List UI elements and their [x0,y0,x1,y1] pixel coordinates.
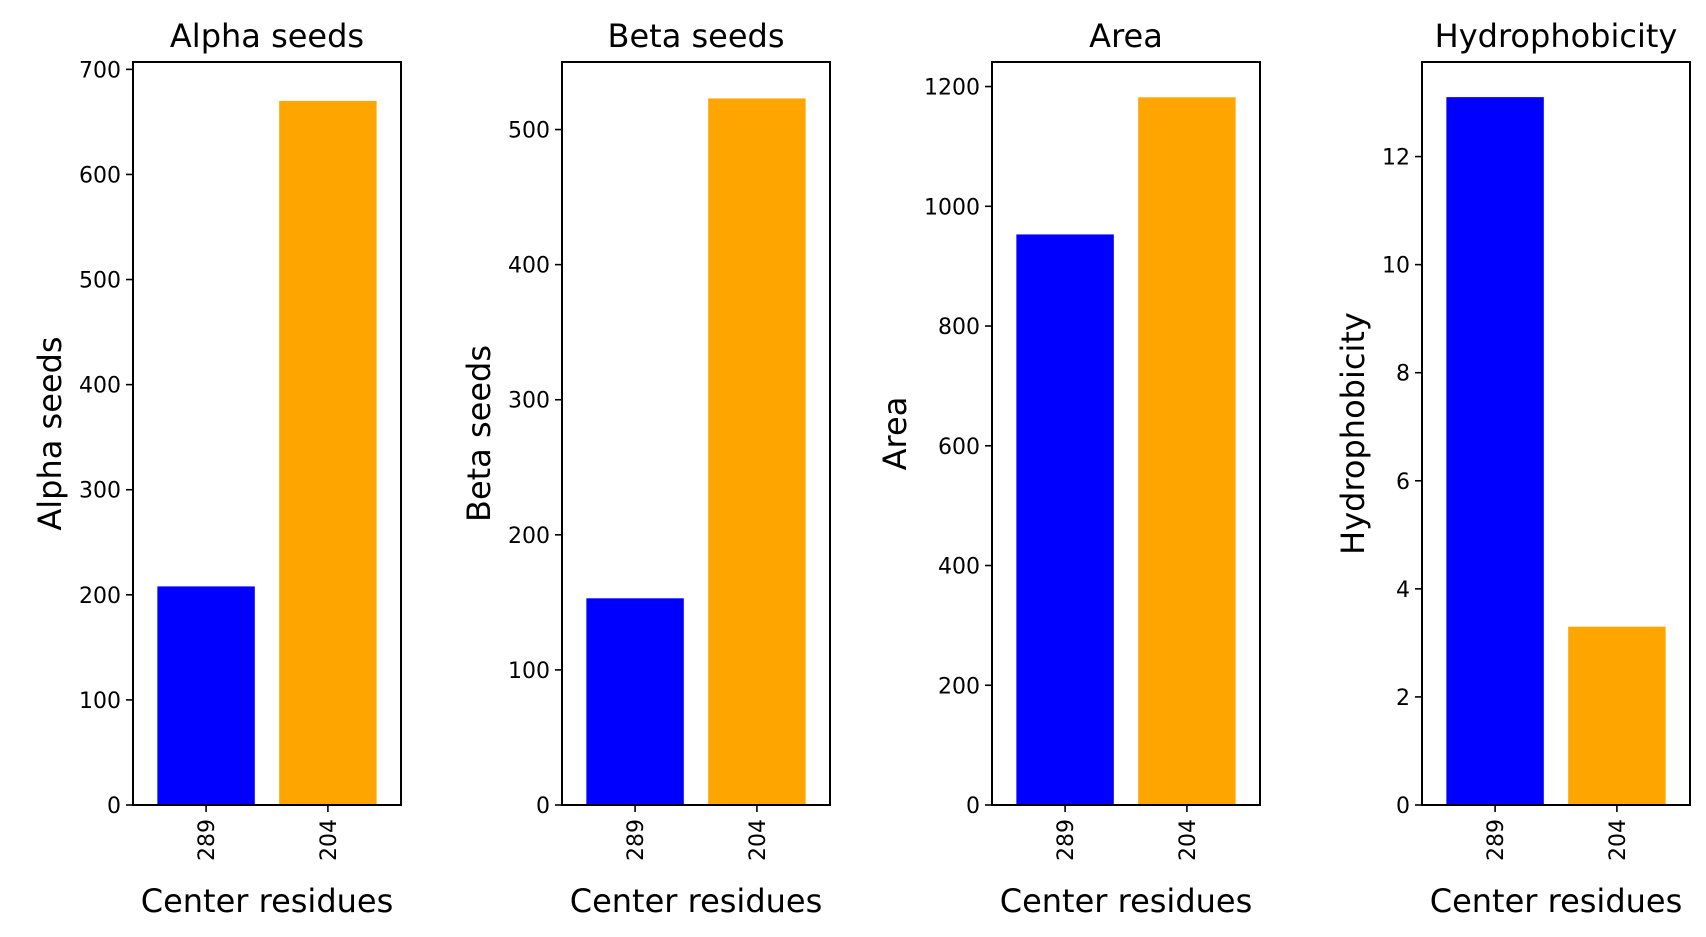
bar-204 [279,100,377,805]
y-tick-label: 6 [1396,470,1410,495]
y-axis-label: Beta seeds [460,345,498,522]
y-tick-label: 400 [79,374,121,399]
x-axis-label: Center residues [1000,882,1253,920]
x-tick-label: 289 [1054,819,1079,861]
x-axis-label: Center residues [141,882,394,920]
y-axis-label: Alpha seeds [31,336,69,530]
subplot-4: 289 204 0 2 4 6 8 10 12 Hydrophobicity Center resi… [1334,17,1691,920]
y-tick-label: 300 [508,389,550,414]
subplot-title: Beta seeds [608,17,785,55]
bar-204 [1568,626,1666,805]
axes-frame [1421,61,1691,806]
y-tick-label: 200 [79,584,121,609]
x-axis-label: Center residues [1430,882,1683,920]
y-tick-label: 10 [1382,254,1410,279]
y-axis-label: Hydrophobicity [1334,312,1372,555]
bar-204 [708,98,806,805]
y-tick-label: 200 [508,524,550,549]
y-tick-label: 12 [1382,146,1410,171]
y-tick-label: 800 [938,315,980,340]
y-tick-label: 8 [1396,362,1410,387]
subplot-title: Alpha seeds [170,17,364,55]
y-tick-label: 0 [107,794,121,819]
y-tick-label: 400 [938,555,980,580]
y-tick-label: 100 [79,689,121,714]
y-tick-label: 100 [508,659,550,684]
y-tick-label: 0 [536,794,550,819]
subplot-3: 289 204 0 200 400 600 800 1000 1200 Area Center re… [876,17,1261,920]
y-tick-label: 400 [508,254,550,279]
x-tick-label: 204 [1176,819,1201,861]
y-tick-label: 600 [79,163,121,188]
y-tick-label: 700 [79,58,121,83]
subplot-title: Area [1089,17,1163,55]
x-axis-label: Center residues [570,882,823,920]
x-tick-label: 289 [624,819,649,861]
y-tick-label: 1200 [924,76,980,101]
subplot-1: 289 204 0 100 200 300 400 500 600 700 Alpha seeds C… [31,17,402,920]
bar-204 [1138,97,1236,806]
y-tick-label: 2 [1396,686,1410,711]
x-tick-label: 204 [317,819,342,861]
x-tick-label: 204 [746,819,771,861]
x-tick-label: 289 [1484,819,1509,861]
y-tick-label: 1000 [924,195,980,220]
subplot-2: 289 204 0 100 200 300 400 500 Beta seeds Center r… [460,17,831,920]
axes-frame [132,61,402,806]
bar-289 [586,598,684,805]
x-tick-label: 289 [195,819,220,861]
y-tick-label: 300 [79,479,121,504]
bar-289 [1016,234,1114,805]
x-tick-label: 204 [1606,819,1631,861]
y-tick-label: 500 [79,269,121,294]
y-tick-label: 4 [1396,578,1410,603]
axes-frame [561,61,831,806]
y-tick-label: 200 [938,674,980,699]
bar-289 [157,586,255,805]
axes-frame [991,61,1261,806]
y-tick-label: 500 [508,119,550,144]
y-tick-label: 0 [966,794,980,819]
y-tick-label: 600 [938,435,980,460]
y-axis-label: Area [876,397,914,471]
bar-289 [1446,97,1544,805]
y-tick-label: 0 [1396,794,1410,819]
subplot-title: Hydrophobicity [1435,17,1678,55]
